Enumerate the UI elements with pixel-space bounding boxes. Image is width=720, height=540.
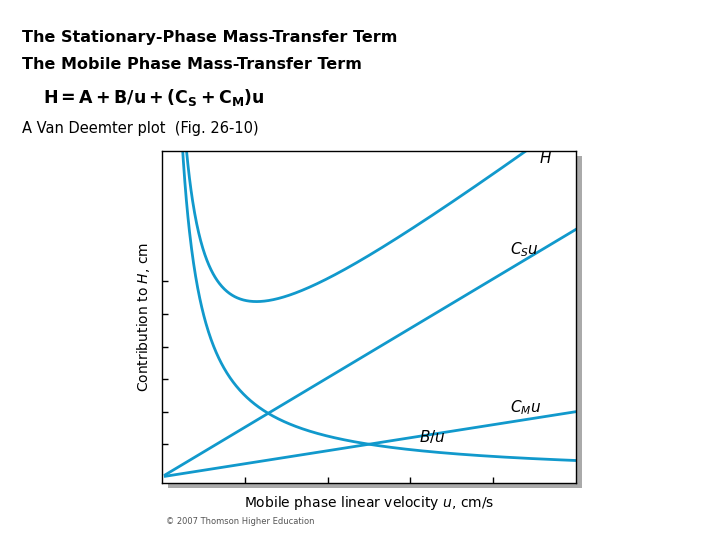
Text: $H$: $H$ xyxy=(539,150,552,166)
Text: $\mathbf{H = A + B/u + (C_S + C_M)u}$: $\mathbf{H = A + B/u + (C_S + C_M)u}$ xyxy=(43,87,265,109)
Text: $C_S u$: $C_S u$ xyxy=(510,240,539,259)
Text: A Van Deemter plot  (Fig. 26-10): A Van Deemter plot (Fig. 26-10) xyxy=(22,122,258,137)
Text: The Stationary-Phase Mass-Transfer Term: The Stationary-Phase Mass-Transfer Term xyxy=(22,30,397,45)
Text: The Mobile Phase Mass-Transfer Term: The Mobile Phase Mass-Transfer Term xyxy=(22,57,361,72)
Y-axis label: Contribution to $H$, cm: Contribution to $H$, cm xyxy=(135,242,152,392)
Text: $B/u$: $B/u$ xyxy=(419,428,445,446)
X-axis label: Mobile phase linear velocity $u$, cm/s: Mobile phase linear velocity $u$, cm/s xyxy=(244,494,494,512)
Text: $C_M u$: $C_M u$ xyxy=(510,398,541,417)
Text: © 2007 Thomson Higher Education: © 2007 Thomson Higher Education xyxy=(166,517,314,526)
